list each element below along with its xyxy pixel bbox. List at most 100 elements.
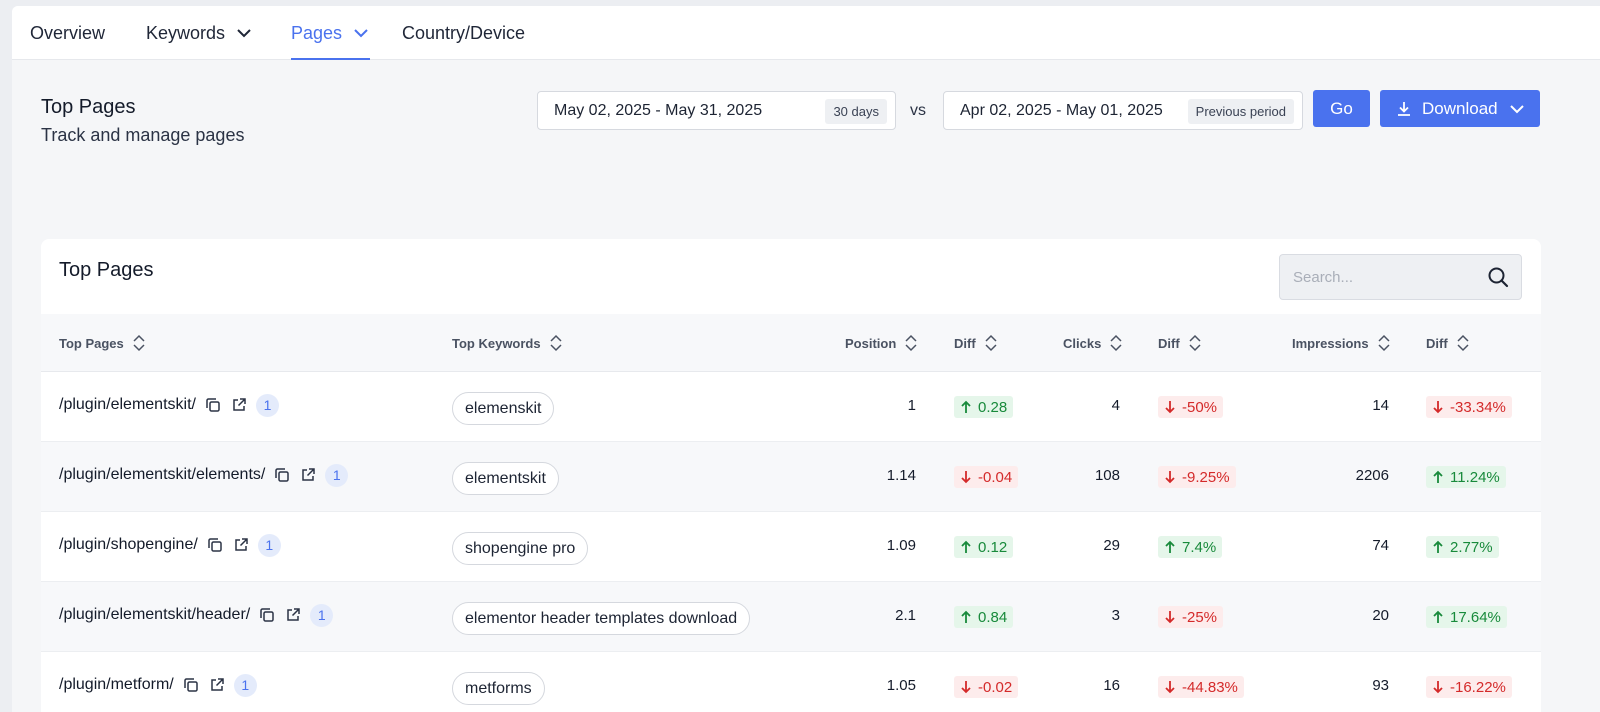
diff-value: -33.34% <box>1450 398 1506 416</box>
diff-value: 0.28 <box>978 398 1008 416</box>
diff-value: 2.77% <box>1450 538 1493 556</box>
page-url[interactable]: /plugin/metform/ <box>59 676 174 693</box>
current-date-range: May 02, 2025 - May 31, 2025 <box>554 101 763 119</box>
keyword-count-badge[interactable]: 1 <box>310 603 334 627</box>
position-value: 1.14 <box>886 466 916 484</box>
table-row: /plugin/elementskit/elements/ 1 elements… <box>41 442 1541 512</box>
keyword-pill[interactable]: elementskit <box>452 462 559 495</box>
sort-icon <box>133 334 145 352</box>
clicks-diff-badge: 7.4% <box>1158 536 1223 558</box>
download-icon <box>1398 101 1410 116</box>
app-shell: Overview Keywords Pages Country/Device T… <box>12 6 1600 712</box>
download-button[interactable]: Download <box>1380 90 1540 127</box>
page-url[interactable]: /plugin/shopengine/ <box>59 536 198 553</box>
diff-value: -9.25% <box>1182 468 1230 486</box>
impressions-value: 2206 <box>1355 466 1389 484</box>
search-input[interactable] <box>1280 255 1480 299</box>
keyword-pill[interactable]: shopengine pro <box>452 532 589 565</box>
tab-keywords[interactable]: Keywords <box>146 6 253 60</box>
column-header-impressions[interactable]: Impressions <box>1292 314 1391 372</box>
impressions-diff-badge: 17.64% <box>1426 606 1507 628</box>
external-link-icon[interactable] <box>230 396 248 414</box>
impressions-diff-badge: -33.34% <box>1426 396 1512 418</box>
column-header-clicks-diff[interactable]: Diff <box>1158 314 1202 372</box>
external-link-icon[interactable] <box>232 536 250 554</box>
column-header-top-pages[interactable]: Top Pages <box>59 314 146 372</box>
position-value: 1 <box>907 396 916 414</box>
position-value: 1.05 <box>886 676 916 694</box>
current-date-range-picker[interactable]: May 02, 2025 - May 31, 2025 30 days <box>537 91 896 130</box>
external-link-icon[interactable] <box>299 466 317 484</box>
position-diff-badge: 0.12 <box>954 536 1014 558</box>
tab-label: Country/Device <box>402 22 526 43</box>
column-label: Position <box>845 335 897 351</box>
keyword-count-badge[interactable]: 1 <box>257 533 281 557</box>
table-header: Top Pages Top Keywords Position Diff Cli… <box>41 314 1541 372</box>
column-header-impressions-diff[interactable]: Diff <box>1426 314 1470 372</box>
clicks-value: 108 <box>1094 466 1120 484</box>
tab-label: Keywords <box>146 22 226 43</box>
keyword-count-badge[interactable]: 1 <box>325 463 349 487</box>
copy-icon[interactable] <box>258 606 276 624</box>
page-subtitle: Track and manage pages <box>41 125 245 145</box>
column-label: Diff <box>1426 335 1448 351</box>
sort-icon <box>905 334 917 352</box>
keyword-count-badge[interactable]: 1 <box>233 673 257 697</box>
chevron-down-icon <box>354 29 368 38</box>
search-icon[interactable] <box>1487 266 1509 288</box>
copy-icon[interactable] <box>204 396 222 414</box>
tab-pages[interactable]: Pages <box>291 6 371 60</box>
copy-icon[interactable] <box>206 536 224 554</box>
tab-country-device[interactable]: Country/Device <box>402 6 525 60</box>
page-cell: /plugin/elementskit/elements/ 1 <box>59 463 349 487</box>
page-url[interactable]: /plugin/elementskit/elements/ <box>59 466 266 483</box>
page-url[interactable]: /plugin/elementskit/header/ <box>59 606 251 623</box>
previous-date-range-picker[interactable]: Apr 02, 2025 - May 01, 2025 Previous per… <box>943 91 1303 130</box>
column-header-top-keywords[interactable]: Top Keywords <box>452 314 563 372</box>
impressions-diff-badge: -16.22% <box>1426 676 1512 698</box>
keyword-pill[interactable]: elemenskit <box>452 392 555 425</box>
clicks-value: 16 <box>1103 676 1120 694</box>
clicks-diff-badge: -50% <box>1158 396 1224 418</box>
download-label: Download <box>1422 98 1498 118</box>
table-row: /plugin/metform/ 1 metforms 1.05 -0.02 1… <box>41 652 1541 712</box>
page-url[interactable]: /plugin/elementskit/ <box>59 396 196 413</box>
column-label: Diff <box>1158 335 1180 351</box>
table-row: /plugin/elementskit/ 1 elemenskit 1 0.28… <box>41 372 1541 442</box>
arrow-up-icon <box>1433 540 1443 553</box>
impressions-diff-badge: 11.24% <box>1426 466 1506 488</box>
keyword-pill[interactable]: metforms <box>452 672 545 705</box>
column-label: Top Pages <box>59 335 124 351</box>
card-title: Top Pages <box>59 259 154 281</box>
keyword-count-badge[interactable]: 1 <box>255 393 279 417</box>
copy-icon[interactable] <box>182 676 200 694</box>
arrow-down-icon <box>1433 681 1443 694</box>
chevron-down-icon <box>237 29 251 38</box>
copy-icon[interactable] <box>273 466 291 484</box>
vs-label: vs <box>910 102 926 119</box>
position-diff-badge: -0.04 <box>954 466 1019 488</box>
page-cell: /plugin/elementskit/ 1 <box>59 393 279 417</box>
arrow-down-icon <box>961 471 971 484</box>
column-header-position-diff[interactable]: Diff <box>954 314 998 372</box>
top-nav: Overview Keywords Pages Country/Device <box>12 6 1600 60</box>
diff-value: 11.24% <box>1450 468 1500 486</box>
keyword-pill[interactable]: elementor header templates download <box>452 602 751 635</box>
tab-label: Overview <box>30 22 106 43</box>
external-link-icon[interactable] <box>284 606 302 624</box>
table-row: /plugin/elementskit/header/ 1 elementor … <box>41 582 1541 652</box>
diff-value: -44.83% <box>1182 678 1238 696</box>
go-button[interactable]: Go <box>1313 90 1370 127</box>
diff-value: 0.84 <box>978 608 1008 626</box>
clicks-diff-badge: -25% <box>1158 606 1224 628</box>
diff-value: -25% <box>1182 608 1218 626</box>
clicks-diff-badge: -44.83% <box>1158 676 1244 698</box>
external-link-icon[interactable] <box>208 676 226 694</box>
table-row: /plugin/shopengine/ 1 shopengine pro 1.0… <box>41 512 1541 582</box>
tab-overview[interactable]: Overview <box>30 6 105 60</box>
position-diff-badge: -0.02 <box>954 676 1019 698</box>
position-value: 2.1 <box>895 606 916 624</box>
sort-icon <box>985 334 997 352</box>
column-header-clicks[interactable]: Clicks <box>1063 314 1123 372</box>
column-header-position[interactable]: Position <box>845 314 918 372</box>
